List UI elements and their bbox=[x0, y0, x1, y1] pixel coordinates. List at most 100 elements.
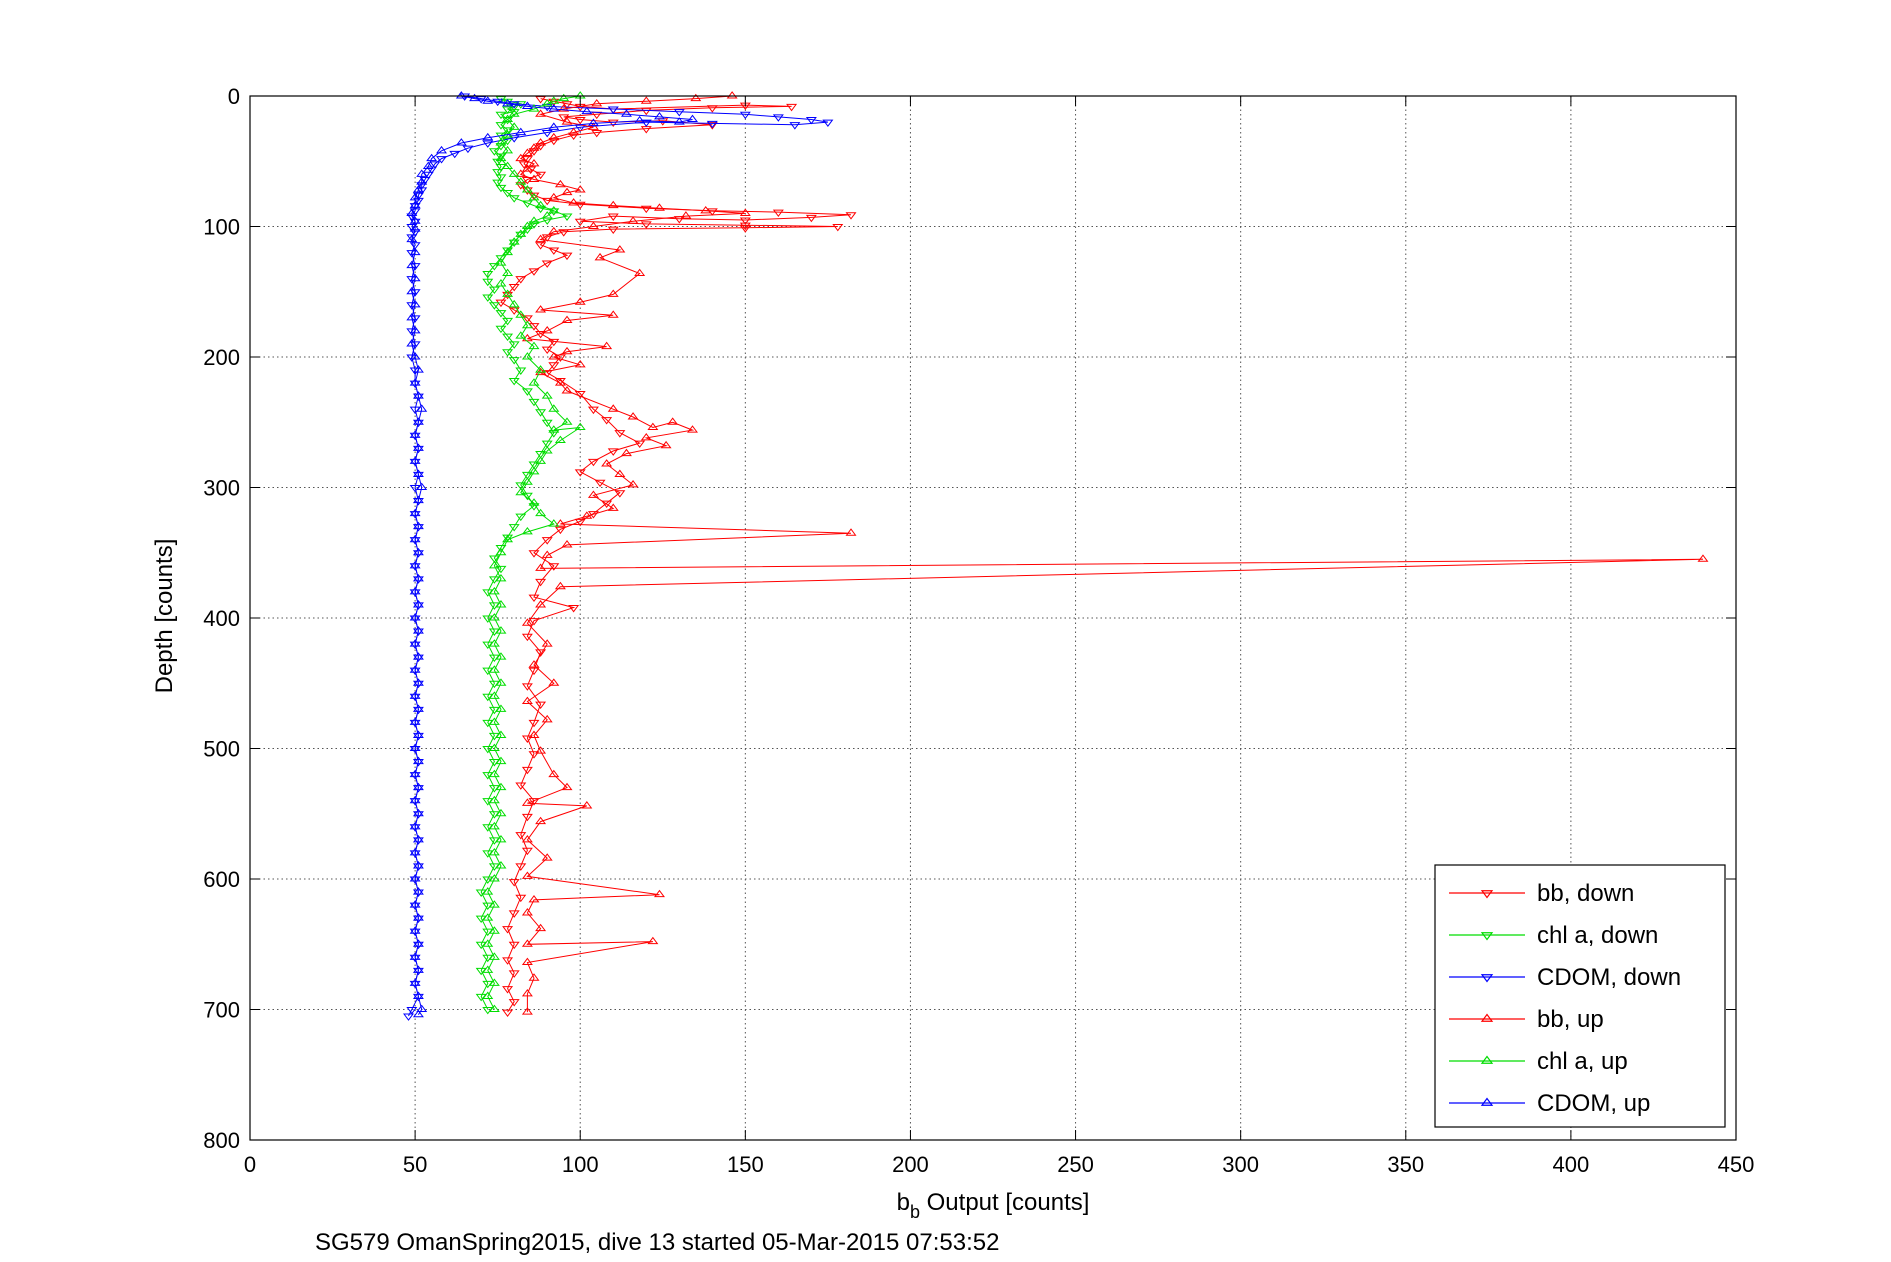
data-point bbox=[521, 871, 533, 879]
data-point bbox=[607, 106, 619, 114]
data-point bbox=[409, 341, 421, 349]
data-point bbox=[535, 816, 547, 825]
data-point bbox=[706, 122, 718, 130]
y-tick-label: 500 bbox=[203, 737, 240, 762]
data-point bbox=[403, 1013, 414, 1021]
data-point bbox=[521, 320, 533, 329]
data-point bbox=[409, 192, 421, 201]
data-point bbox=[535, 923, 547, 932]
data-point bbox=[502, 1009, 514, 1017]
data-point bbox=[845, 212, 857, 220]
data-point bbox=[521, 939, 533, 947]
data-point bbox=[521, 908, 533, 916]
data-point bbox=[521, 471, 533, 480]
legend-swatch-marker bbox=[1480, 1097, 1494, 1106]
data-point bbox=[528, 143, 540, 151]
data-point bbox=[634, 268, 646, 277]
data-point bbox=[587, 118, 599, 126]
data-point bbox=[581, 106, 593, 115]
data-point bbox=[558, 104, 570, 112]
legend-label: bb, up bbox=[1537, 1006, 1604, 1033]
data-point bbox=[508, 195, 520, 203]
data-point bbox=[409, 367, 421, 375]
data-point bbox=[521, 200, 533, 208]
legend-label: chl a, up bbox=[1537, 1048, 1628, 1075]
data-point bbox=[601, 417, 613, 425]
data-point bbox=[412, 417, 424, 425]
data-point bbox=[548, 122, 560, 130]
data-point bbox=[495, 756, 507, 765]
data-point bbox=[412, 939, 424, 947]
data-point bbox=[502, 116, 514, 125]
data-point bbox=[541, 103, 553, 112]
data-point bbox=[845, 528, 857, 536]
data-point bbox=[412, 756, 424, 765]
data-point bbox=[548, 192, 560, 201]
x-tick-label: 400 bbox=[1553, 1152, 1590, 1177]
data-point bbox=[541, 714, 553, 723]
series-line bbox=[519, 95, 1704, 1013]
data-point bbox=[535, 746, 547, 754]
data-point bbox=[739, 225, 751, 233]
data-point bbox=[561, 782, 573, 791]
data-point bbox=[409, 769, 421, 778]
data-point bbox=[508, 239, 520, 248]
data-point bbox=[502, 289, 514, 297]
data-point bbox=[541, 391, 553, 399]
data-point bbox=[495, 652, 507, 660]
data-point bbox=[488, 874, 500, 882]
data-point bbox=[482, 939, 494, 947]
data-point bbox=[406, 208, 418, 216]
data-point bbox=[508, 341, 520, 349]
data-point bbox=[528, 192, 540, 201]
data-point bbox=[528, 498, 540, 506]
data-point bbox=[495, 279, 507, 287]
data-point bbox=[492, 179, 504, 188]
data-point bbox=[607, 289, 619, 297]
data-point bbox=[409, 315, 421, 323]
data-point bbox=[508, 122, 520, 130]
data-point bbox=[581, 511, 593, 519]
data-point bbox=[561, 540, 573, 548]
data-point bbox=[495, 310, 507, 318]
legend-label: CDOM, down bbox=[1537, 964, 1681, 991]
legend: bb, down chl a, down CDOM, down bb, up chl a… bbox=[1434, 864, 1726, 1128]
data-point bbox=[574, 124, 586, 133]
data-point bbox=[521, 315, 533, 323]
data-point bbox=[528, 268, 540, 276]
data-point bbox=[508, 879, 520, 887]
data-point bbox=[607, 310, 619, 318]
data-point bbox=[805, 214, 817, 223]
data-point bbox=[492, 169, 504, 177]
data-point bbox=[548, 226, 560, 235]
data-point bbox=[488, 743, 500, 752]
data-point bbox=[409, 289, 421, 297]
data-point bbox=[561, 346, 573, 355]
series-0 bbox=[495, 96, 857, 1017]
data-point bbox=[515, 310, 527, 318]
data-point bbox=[508, 970, 520, 978]
data-point bbox=[409, 216, 421, 224]
data-point bbox=[406, 1006, 418, 1015]
data-point bbox=[528, 550, 540, 558]
data-point bbox=[409, 247, 421, 256]
data-point bbox=[627, 216, 639, 224]
legend-swatch-marker bbox=[1480, 890, 1494, 899]
data-point bbox=[409, 263, 421, 271]
data-point bbox=[518, 161, 530, 169]
data-point bbox=[502, 190, 514, 198]
data-point bbox=[409, 456, 421, 464]
data-point bbox=[528, 894, 540, 903]
data-point bbox=[541, 419, 553, 428]
data-point bbox=[502, 957, 514, 965]
data-point bbox=[482, 991, 494, 999]
data-point bbox=[653, 889, 665, 898]
data-point bbox=[416, 169, 428, 177]
data-point bbox=[535, 578, 547, 587]
data-point bbox=[535, 109, 547, 117]
data-point bbox=[548, 425, 560, 433]
data-point bbox=[416, 187, 428, 195]
data-point bbox=[488, 900, 500, 908]
data-point bbox=[488, 978, 500, 986]
data-point bbox=[409, 848, 421, 856]
